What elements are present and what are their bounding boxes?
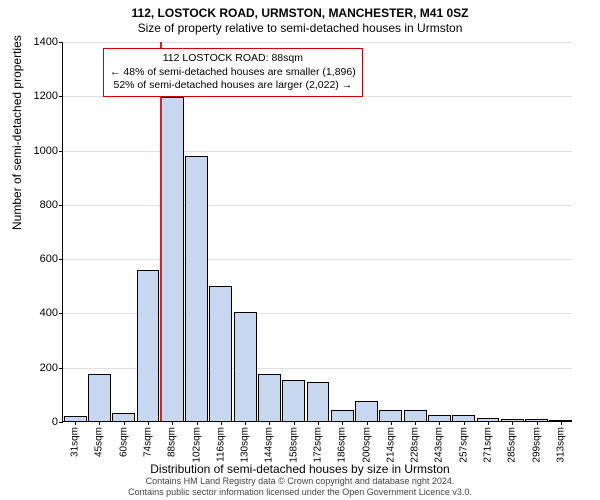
xtick-mark [488, 421, 489, 425]
y-axis-label: Number of semi-detached properties [10, 35, 24, 230]
xtick-label: 313sqm [555, 427, 566, 463]
xtick-mark [318, 421, 319, 425]
xtick-label: 172sqm [313, 427, 324, 463]
bar [331, 410, 354, 421]
chart-title-sub: Size of property relative to semi-detach… [0, 21, 600, 35]
xtick-mark [148, 421, 149, 425]
bar [307, 382, 330, 421]
ytick-label: 0 [52, 416, 58, 428]
xtick-label: 88sqm [167, 427, 178, 457]
callout-line: ← 48% of semi-detached houses are smalle… [110, 66, 356, 80]
callout-line: 112 LOSTOCK ROAD: 88sqm [110, 52, 356, 66]
xtick-label: 158sqm [288, 427, 299, 463]
xtick-mark [561, 421, 562, 425]
bar [209, 286, 232, 421]
callout-line: 52% of semi-detached houses are larger (… [110, 79, 356, 93]
ytick-label: 800 [40, 199, 58, 211]
marker-line [160, 42, 162, 421]
xtick-mark [99, 421, 100, 425]
xtick-mark [221, 421, 222, 425]
bars-container [63, 42, 572, 421]
xtick-label: 228sqm [410, 427, 421, 463]
xtick-label: 45sqm [94, 427, 105, 457]
bar [185, 156, 208, 421]
xtick-label: 285sqm [507, 427, 518, 463]
xtick-mark [367, 421, 368, 425]
ytick-label: 1400 [34, 36, 58, 48]
xtick-mark [439, 421, 440, 425]
ytick-label: 400 [40, 307, 58, 319]
chart-title-block: 112, LOSTOCK ROAD, URMSTON, MANCHESTER, … [0, 0, 600, 35]
xtick-label: 257sqm [458, 427, 469, 463]
xtick-mark [294, 421, 295, 425]
bar [88, 374, 111, 422]
ytick-label: 600 [40, 253, 58, 265]
xtick-label: 31sqm [70, 427, 81, 457]
ytick-label: 1000 [34, 145, 58, 157]
xtick-label: 74sqm [143, 427, 154, 457]
xtick-mark [512, 421, 513, 425]
xtick-mark [537, 421, 538, 425]
bar [379, 410, 402, 421]
xtick-mark [391, 421, 392, 425]
xtick-label: 186sqm [337, 427, 348, 463]
xtick-mark [197, 421, 198, 425]
xtick-label: 130sqm [240, 427, 251, 463]
marker-callout: 112 LOSTOCK ROAD: 88sqm← 48% of semi-det… [103, 48, 363, 97]
bar [137, 270, 160, 421]
bar [234, 312, 257, 421]
xtick-mark [75, 421, 76, 425]
chart-plot-area: 0200400600800100012001400 112 LOSTOCK RO… [62, 42, 572, 422]
chart-title-main: 112, LOSTOCK ROAD, URMSTON, MANCHESTER, … [0, 6, 600, 20]
xtick-label: 243sqm [434, 427, 445, 463]
footer-line1: Contains HM Land Registry data © Crown c… [0, 476, 600, 487]
bar [258, 374, 281, 422]
xtick-mark [124, 421, 125, 425]
ytick-label: 200 [40, 362, 58, 374]
xtick-mark [172, 421, 173, 425]
xtick-label: 60sqm [118, 427, 129, 457]
xtick-label: 214sqm [385, 427, 396, 463]
xtick-mark [269, 421, 270, 425]
xtick-mark [342, 421, 343, 425]
bar [161, 97, 184, 421]
bar [355, 401, 378, 421]
xtick-label: 116sqm [215, 427, 226, 462]
xtick-label: 102sqm [191, 427, 202, 463]
footer-attribution: Contains HM Land Registry data © Crown c… [0, 476, 600, 498]
bar [404, 410, 427, 421]
bar [112, 413, 135, 421]
xtick-mark [464, 421, 465, 425]
xtick-label: 144sqm [264, 427, 275, 463]
x-axis-label: Distribution of semi-detached houses by … [0, 462, 600, 476]
xtick-mark [415, 421, 416, 425]
xtick-label: 200sqm [361, 427, 372, 463]
xtick-label: 299sqm [531, 427, 542, 463]
footer-line2: Contains public sector information licen… [0, 487, 600, 498]
bar [282, 380, 305, 421]
xtick-label: 271sqm [483, 427, 494, 463]
xtick-mark [245, 421, 246, 425]
ytick-label: 1200 [34, 90, 58, 102]
ytick-mark [59, 422, 63, 423]
